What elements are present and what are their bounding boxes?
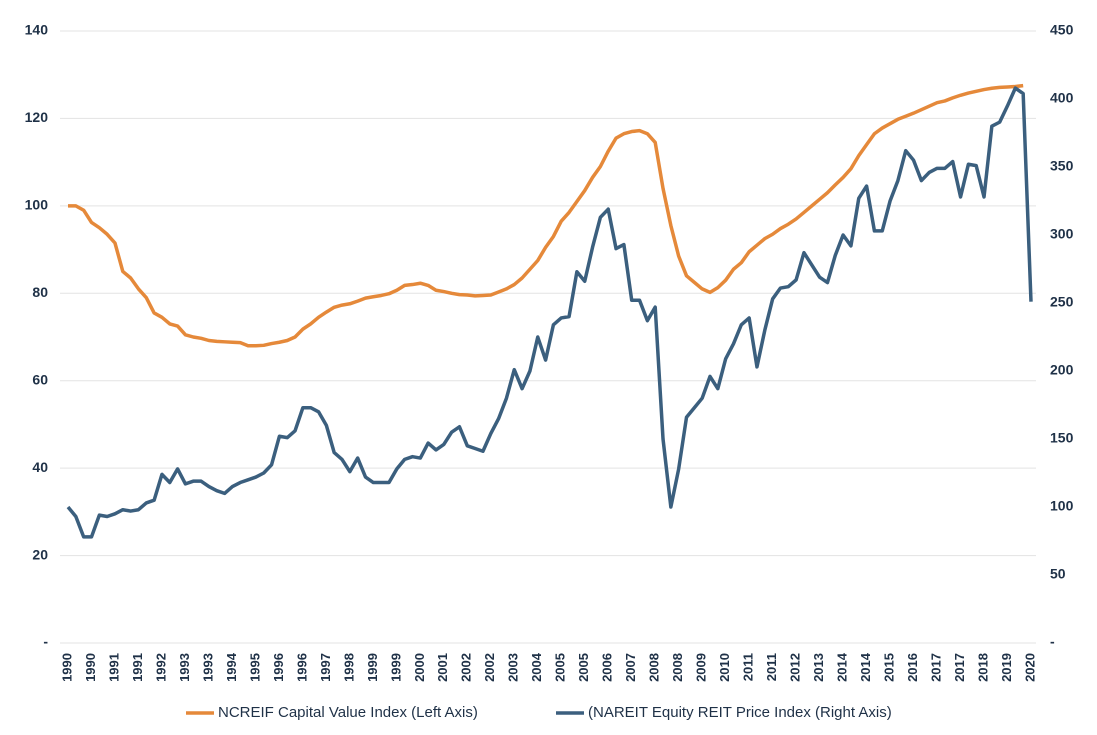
x-tick-label: 2017: [928, 653, 943, 682]
x-tick-label: 2001: [435, 653, 450, 682]
x-tick-label: 2005: [576, 653, 591, 682]
y-tick-label: 100: [25, 197, 49, 213]
x-tick-label: 1991: [130, 653, 145, 682]
x-tick-label: 2007: [623, 653, 638, 682]
legend-label: NCREIF Capital Value Index (Left Axis): [218, 704, 478, 721]
y-tick-label: -: [43, 634, 48, 650]
x-tick-label: 1990: [59, 653, 74, 682]
y2-tick-label: 350: [1050, 158, 1074, 174]
x-tick-label: 2014: [835, 652, 850, 682]
x-tick-label: 2008: [670, 653, 685, 682]
x-tick-label: 2014: [858, 652, 873, 682]
x-tick-label: 2003: [506, 653, 521, 682]
y2-tick-label: 400: [1050, 90, 1074, 106]
y2-tick-label: 100: [1050, 498, 1074, 514]
x-tick-label: 2015: [882, 653, 897, 682]
x-tick-label: 2006: [600, 653, 615, 682]
x-tick-label: 2000: [412, 653, 427, 682]
x-tick-label: 1994: [224, 652, 239, 682]
y-tick-label: 60: [32, 371, 48, 387]
x-tick-label: 2002: [459, 653, 474, 682]
x-tick-label: 1996: [294, 653, 309, 682]
y2-tick-label: 150: [1050, 430, 1074, 446]
x-tick-label: 1999: [365, 653, 380, 682]
x-tick-label: 1990: [83, 653, 98, 682]
y-tick-label: 120: [25, 109, 49, 125]
y2-tick-label: 50: [1050, 566, 1066, 582]
x-tick-label: 2005: [553, 653, 568, 682]
x-tick-label: 1995: [247, 653, 262, 682]
series-line: [68, 83, 1024, 348]
x-tick-label: 2009: [694, 653, 709, 682]
y-tick-label: 80: [32, 284, 48, 300]
y-tick-label: 20: [32, 546, 48, 562]
y2-tick-label: -: [1050, 634, 1055, 650]
x-tick-label: 2019: [999, 653, 1014, 682]
y2-tick-label: 300: [1050, 226, 1074, 242]
y2-tick-label: 200: [1050, 362, 1074, 378]
x-tick-label: 1993: [177, 653, 192, 682]
x-tick-label: 1996: [271, 653, 286, 682]
x-tick-label: 2002: [482, 653, 497, 682]
y-tick-label: 140: [25, 22, 49, 38]
x-tick-label: 1992: [153, 653, 168, 682]
x-tick-label: 2018: [975, 653, 990, 682]
x-tick-label: 2004: [529, 652, 544, 682]
x-tick-label: 1999: [388, 653, 403, 682]
x-tick-label: 1993: [200, 653, 215, 682]
x-tick-label: 2013: [811, 653, 826, 682]
x-tick-label: 2012: [788, 653, 803, 682]
x-tick-label: 1991: [106, 653, 121, 682]
x-tick-label: 2010: [717, 653, 732, 682]
y2-tick-label: 450: [1050, 22, 1074, 38]
x-tick-label: 2011: [764, 653, 779, 681]
series-line: [66, 86, 1033, 539]
x-tick-label: 2008: [647, 653, 662, 682]
x-tick-label: 2011: [741, 653, 756, 681]
y-tick-label: 40: [32, 459, 48, 475]
y2-tick-label: 250: [1050, 294, 1074, 310]
x-tick-label: 1998: [341, 653, 356, 682]
x-tick-label: 2020: [1022, 653, 1037, 682]
x-tick-label: 2017: [952, 653, 967, 682]
legend-label: (NAREIT Equity REIT Price Index (Right A…: [588, 704, 892, 721]
x-tick-label: 1997: [318, 653, 333, 682]
legend: NCREIF Capital Value Index (Left Axis) (N…: [186, 704, 892, 721]
x-tick-label: 2016: [905, 653, 920, 682]
